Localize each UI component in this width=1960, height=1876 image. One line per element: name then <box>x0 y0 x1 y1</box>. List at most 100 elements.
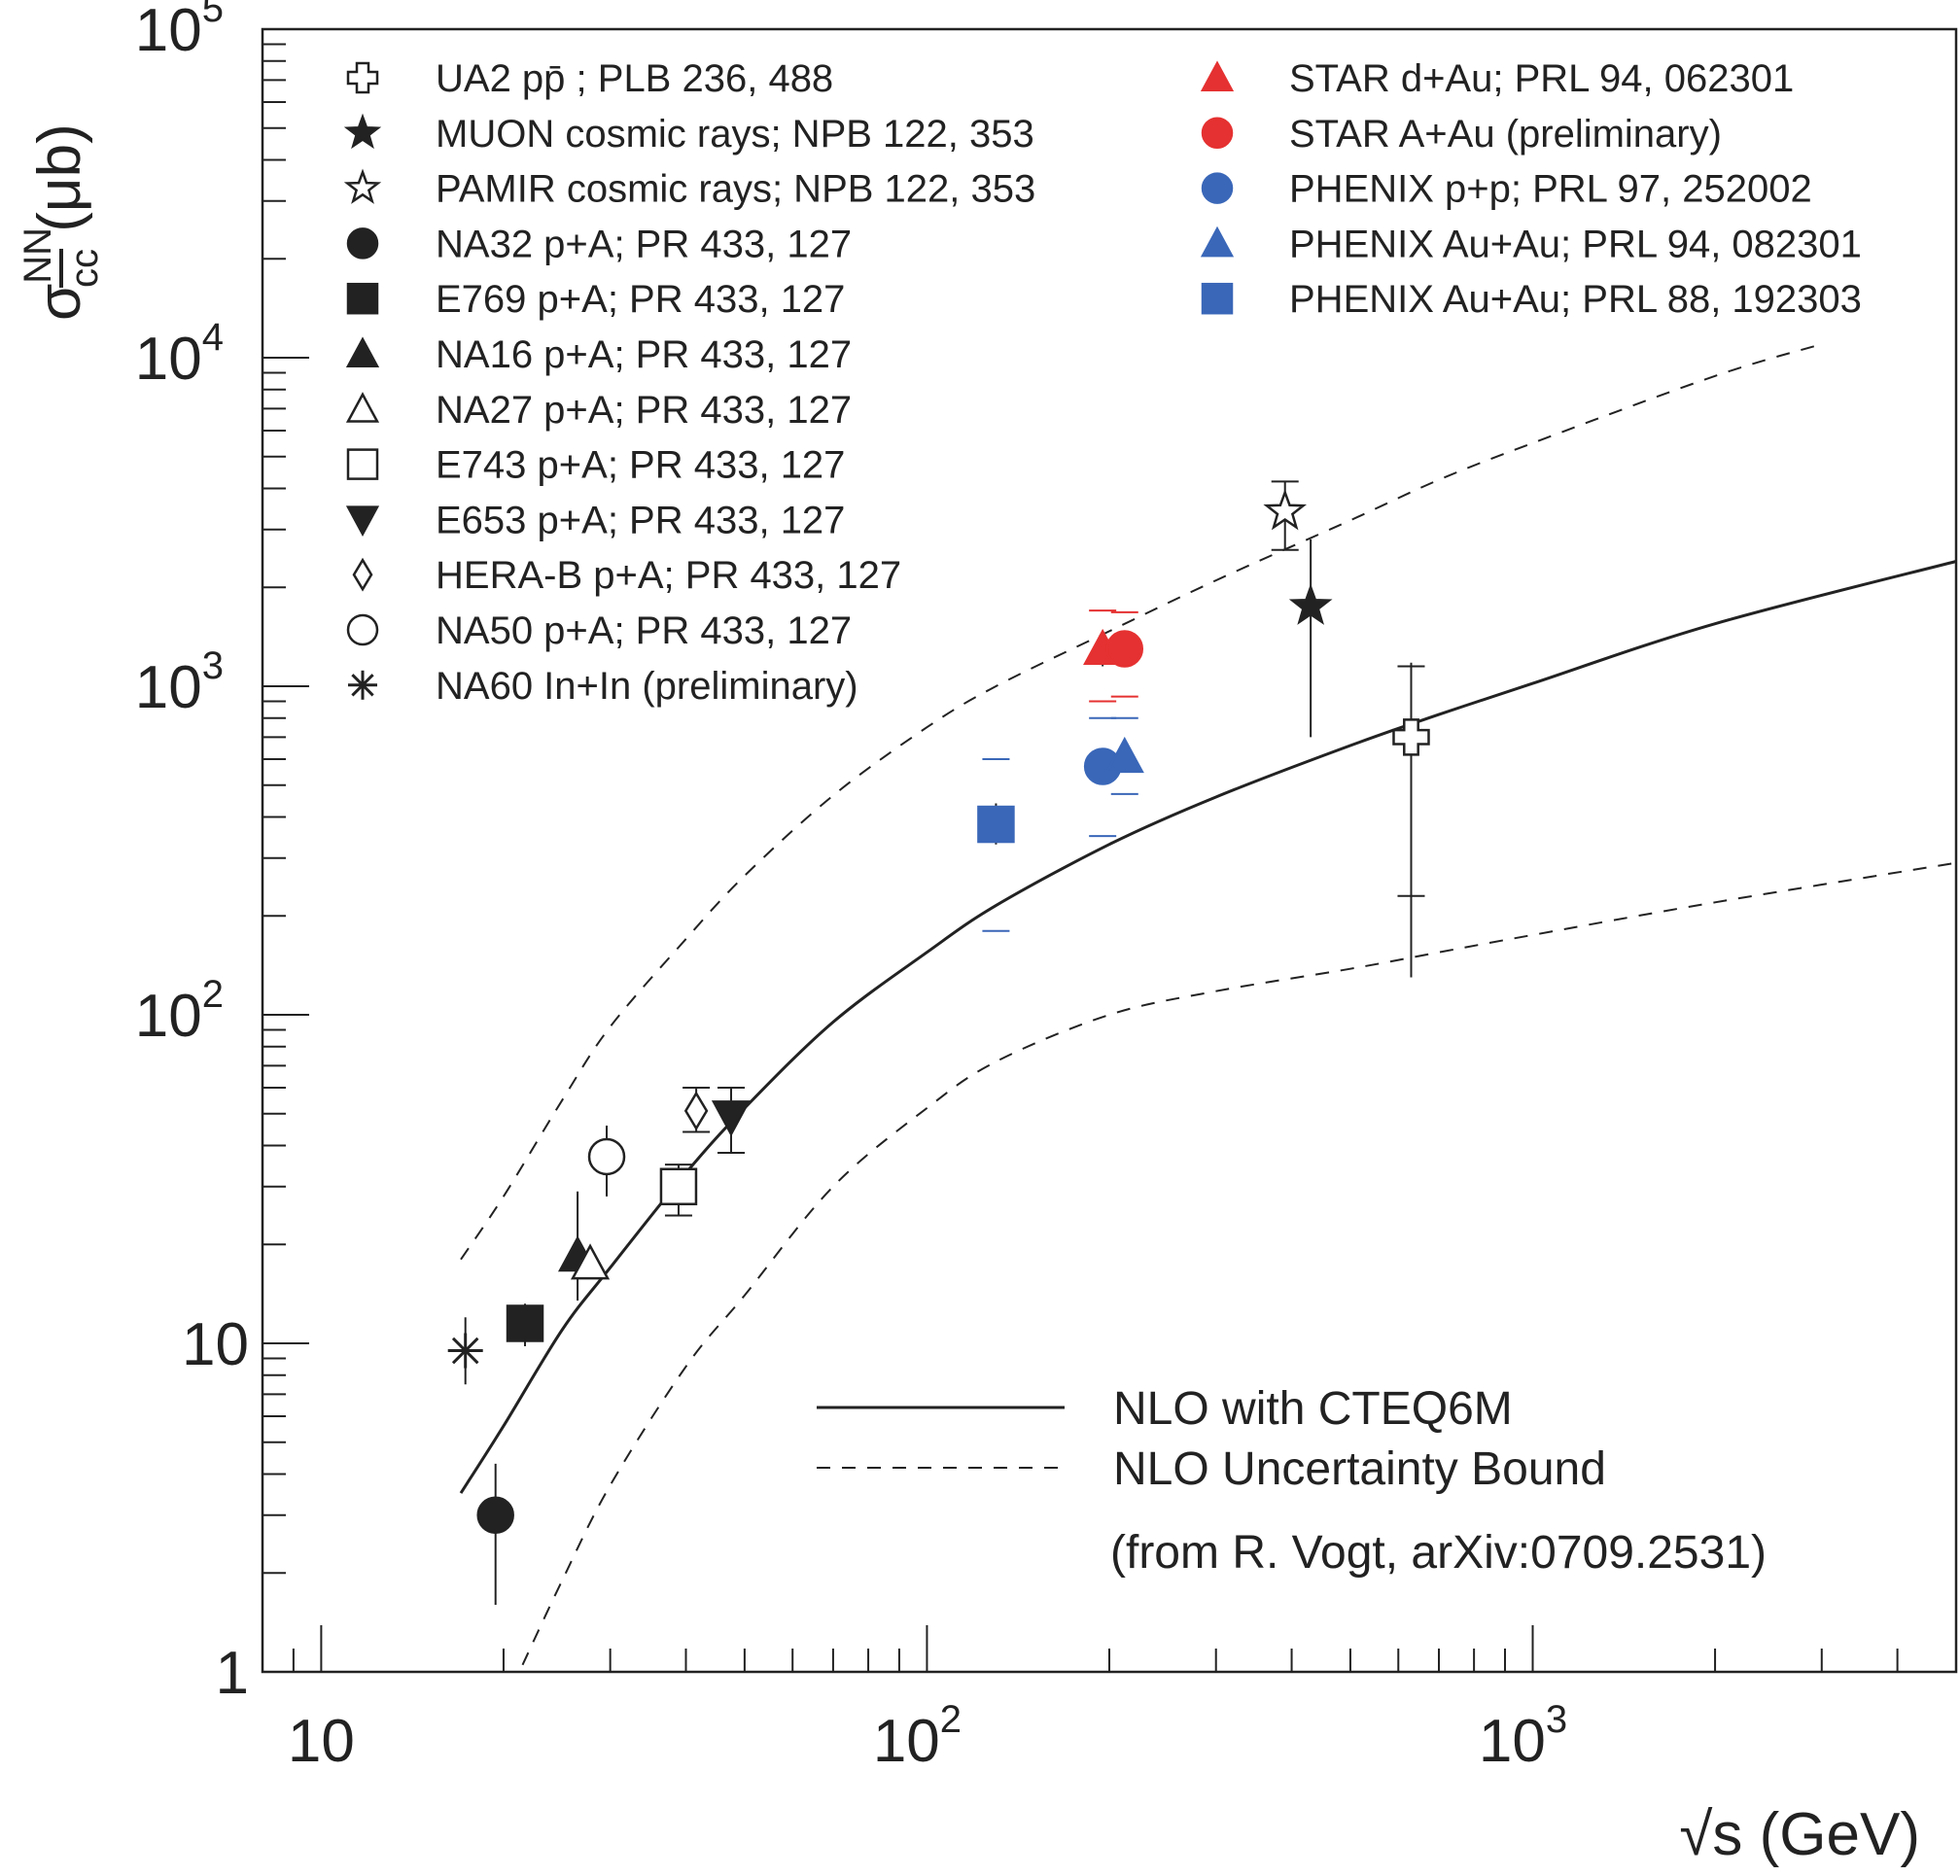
legend-marker <box>345 392 380 423</box>
marker-shape <box>343 113 382 150</box>
data-point-phenix-au-au-prl-94-082301 <box>1104 716 1144 795</box>
marker <box>1104 736 1144 774</box>
legend-marker <box>343 113 382 150</box>
y-tick-label: 104 <box>135 316 224 393</box>
legend-entry: NA50 p+A; PR 433, 127 <box>346 609 852 652</box>
data-point-e743-p-a-pr-433-127 <box>659 1164 698 1217</box>
marker <box>1263 488 1307 531</box>
marker-shape <box>1201 282 1234 315</box>
marker <box>683 1091 709 1131</box>
data-point-ua2-pp-plb-236-488 <box>1392 662 1430 978</box>
legend-marker <box>1200 226 1235 258</box>
marker-shape <box>346 613 379 646</box>
legend-label: PHENIX p+p; PRL 97, 252002 <box>1289 168 1812 211</box>
data-point-phenix-p-p-prl-97-252002 <box>1083 716 1122 838</box>
legend-entry: NA60 In+In (preliminary) <box>348 665 858 708</box>
curve-legend-label: NLO Uncertainty Bound <box>1113 1443 1606 1495</box>
legend-marker <box>1200 60 1235 91</box>
marker <box>476 1496 514 1534</box>
marker-shape <box>977 805 1015 844</box>
legend-marker <box>1201 282 1234 315</box>
y-tick-label: 10 <box>182 1311 249 1378</box>
legend-entry: E769 p+A; PR 433, 127 <box>346 278 845 321</box>
y-tick-label: 103 <box>135 644 224 721</box>
legend-label: PHENIX Au+Au; PRL 88, 192303 <box>1289 278 1862 321</box>
x-tick-label: 102 <box>873 1698 962 1775</box>
marker <box>1392 718 1430 756</box>
marker-shape <box>1104 736 1144 774</box>
x-tick-label: 103 <box>1479 1698 1567 1775</box>
marker-shape <box>1201 117 1234 150</box>
legend-marker <box>345 505 380 538</box>
marker <box>1288 583 1333 625</box>
marker-shape <box>570 1243 611 1280</box>
marker <box>506 1304 544 1342</box>
legend-marker <box>346 613 379 646</box>
data-point-muon-cosmic-rays-npb-122-353 <box>1288 538 1333 738</box>
marker-shape <box>587 1137 626 1176</box>
data-point-e653-p-a-pr-433-127 <box>711 1086 752 1155</box>
legend-label: HERA-B p+A; PR 433, 127 <box>436 554 901 597</box>
x-axis-title: √s (GeV) <box>1679 1801 1920 1868</box>
y-tick-label: 1 <box>216 1640 249 1707</box>
curve-legend-entry: NLO Uncertainty Bound <box>817 1443 1606 1495</box>
legend-entry: UA2 pp̄ ; PLB 236, 488 <box>346 57 833 100</box>
legend-label: E769 p+A; PR 433, 127 <box>436 278 845 321</box>
data-point-na27-p-a-pr-433-127 <box>570 1243 611 1280</box>
marker-shape <box>1200 60 1235 91</box>
marker-shape <box>346 448 379 480</box>
marker-shape <box>451 1337 479 1365</box>
legend-marker <box>345 336 380 367</box>
marker <box>711 1100 752 1137</box>
curve-nlo-uncertainty-bound <box>460 343 1823 1261</box>
data-points <box>447 480 1430 1606</box>
legend-entry: PAMIR cosmic rays; NPB 122, 353 <box>343 168 1035 211</box>
legend-label: MUON cosmic rays; NPB 122, 353 <box>436 113 1034 156</box>
legend-entry: NA32 p+A; PR 433, 127 <box>346 223 852 265</box>
legend-entry: PHENIX Au+Au; PRL 94, 082301 <box>1200 223 1862 265</box>
data-point-na60-in-in-preliminary <box>447 1317 483 1385</box>
curve-legend: NLO with CTEQ6M NLO Uncertainty Bound <box>817 1383 1606 1495</box>
legend-label: PAMIR cosmic rays; NPB 122, 353 <box>436 168 1035 211</box>
legend-entry: HERA-B p+A; PR 433, 127 <box>352 554 901 597</box>
legend-label: NA16 p+A; PR 433, 127 <box>436 333 852 376</box>
marker-shape <box>345 505 380 538</box>
legend-label: STAR d+Au; PRL 94, 062301 <box>1289 57 1794 100</box>
legend-entry: STAR A+Au (preliminary) <box>1201 113 1722 156</box>
legend-entry: E743 p+A; PR 433, 127 <box>346 444 845 487</box>
marker-shape <box>1263 488 1307 531</box>
legend-label: STAR A+Au (preliminary) <box>1289 113 1722 156</box>
annotation: (from R. Vogt, arXiv:0709.2531) <box>1110 1527 1767 1579</box>
marker <box>587 1137 626 1176</box>
axes: 1 10 102 103 104 105 10 102 103 √s (GeV) σNN cc (μb… <box>17 0 1958 1868</box>
legend-marker <box>346 61 379 94</box>
marker-shape <box>1201 172 1234 204</box>
marker-shape <box>659 1167 698 1205</box>
legend-marker <box>346 282 379 315</box>
marker <box>659 1167 698 1205</box>
data-point-e769-p-a-pr-433-127 <box>506 1303 544 1346</box>
legend-label: NA32 p+A; PR 433, 127 <box>436 223 852 265</box>
y-tick-label: 102 <box>135 973 224 1050</box>
marker-shape <box>343 168 382 204</box>
marker-shape <box>1392 718 1430 756</box>
marker-shape <box>346 282 379 315</box>
marker-shape <box>352 557 373 592</box>
marker-shape <box>345 392 380 423</box>
y-axis-title: σNN cc (μb) <box>17 123 106 321</box>
data-point-na32-p-a-pr-433-127 <box>476 1463 514 1606</box>
legend-label: NA27 p+A; PR 433, 127 <box>436 389 852 432</box>
legend-entry: PHENIX Au+Au; PRL 88, 192303 <box>1201 278 1862 321</box>
y-tick-label: 105 <box>135 0 224 64</box>
data-point-hera-b-p-a-pr-433-127 <box>682 1086 711 1133</box>
curve-nlo-lower-bound <box>521 861 1957 1666</box>
marker-shape <box>346 227 379 260</box>
data-point-na50-p-a-pr-433-127 <box>587 1125 626 1197</box>
x-tick-label: 10 <box>288 1708 355 1775</box>
legend-marker <box>1201 117 1234 150</box>
legend-entry: NA27 p+A; PR 433, 127 <box>345 389 852 432</box>
marker-shape <box>711 1100 752 1137</box>
marker <box>1105 630 1144 668</box>
marker-shape <box>345 336 380 367</box>
